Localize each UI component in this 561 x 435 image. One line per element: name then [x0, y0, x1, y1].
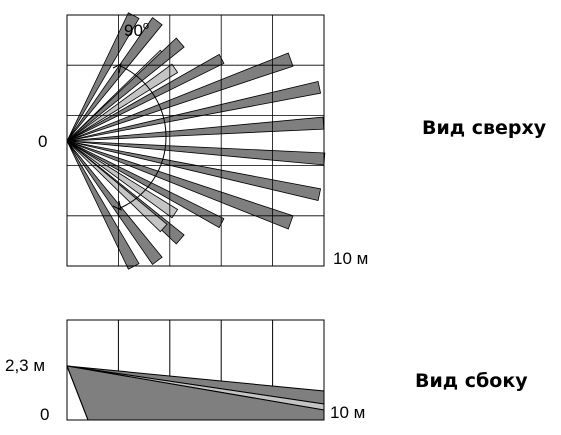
top-view-grid: [66, 14, 325, 267]
top-range-label: 10 м: [333, 249, 368, 268]
top-beam-14: [66, 140, 179, 219]
side-beam-edge: [66, 365, 89, 421]
top-beam-2: [66, 17, 163, 142]
top-beam-7: [66, 52, 294, 142]
height-label: 2,3 м: [5, 356, 45, 375]
top-grid-frame: [66, 14, 325, 267]
top-beam-11: [66, 140, 322, 201]
angle-arrow-top: [112, 63, 122, 74]
side-view-caption: Вид сбоку: [415, 370, 528, 392]
top-beam-12: [66, 140, 294, 230]
top-beam-1: [66, 12, 140, 142]
angle-arc: [117, 64, 167, 210]
top-view-beams: [66, 12, 326, 270]
angle-label: 90o: [124, 20, 149, 40]
top-beam-9: [66, 116, 325, 142]
top-origin-label: 0: [38, 132, 47, 151]
angle-arrow-bottom: [112, 200, 122, 211]
side-view: 2,3 м 0 10 м Вид сбоку: [5, 319, 528, 424]
top-beam-17: [66, 140, 163, 265]
top-view-caption: Вид сверху: [422, 117, 547, 139]
side-range-label: 10 м: [330, 403, 365, 422]
top-view: 90o 0 10 м Вид сверху: [38, 12, 547, 270]
top-beam-5: [66, 63, 179, 142]
side-origin-label: 0: [40, 405, 49, 424]
top-beam-16: [66, 140, 168, 233]
top-beam-8: [66, 81, 322, 142]
